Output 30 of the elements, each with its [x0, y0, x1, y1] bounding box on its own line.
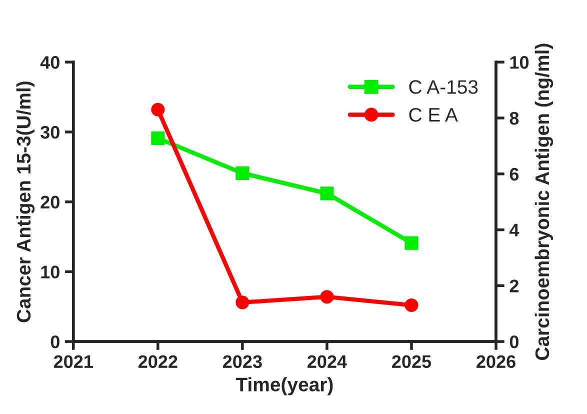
- y-tick-label: 40: [40, 56, 60, 69]
- y2-axis-title: Carcinoembryonic Antigen (ng/ml): [534, 44, 554, 360]
- x-tick-label: 2024: [308, 355, 347, 368]
- y2-tick-label: 4: [509, 224, 520, 236]
- x-tick-label: 2026: [476, 355, 516, 368]
- point: [404, 298, 418, 312]
- x-tick-label: 2025: [392, 355, 432, 368]
- y2-tick-label: 6: [510, 168, 519, 181]
- y-tick-label: 30: [40, 126, 60, 139]
- point: [320, 290, 334, 304]
- y-axis-title: Cancer Antigen 15-3(U/ml): [16, 82, 35, 322]
- y2-tick-label: 2: [510, 280, 519, 292]
- y-tick-label: 0: [50, 335, 60, 348]
- x-tick-label: 2022: [138, 355, 178, 368]
- point: [236, 296, 250, 310]
- legend-label: C E A: [409, 108, 458, 122]
- x-tick-label: 2021: [54, 355, 93, 368]
- x-axis-title: Time(year): [236, 377, 333, 396]
- point: [236, 166, 250, 180]
- legend-label: C A-153: [409, 80, 478, 94]
- y2-tick-label: 8: [510, 112, 519, 125]
- point: [151, 102, 165, 116]
- point: [404, 236, 418, 250]
- point: [320, 186, 334, 200]
- y-tick-label: 10: [41, 266, 60, 278]
- y2-tick-label: 10: [510, 56, 529, 69]
- point: [151, 131, 165, 146]
- y-tick-label: 20: [40, 196, 60, 209]
- y2-tick-label: 0: [510, 335, 519, 348]
- x-tick-label: 2023: [222, 355, 262, 368]
